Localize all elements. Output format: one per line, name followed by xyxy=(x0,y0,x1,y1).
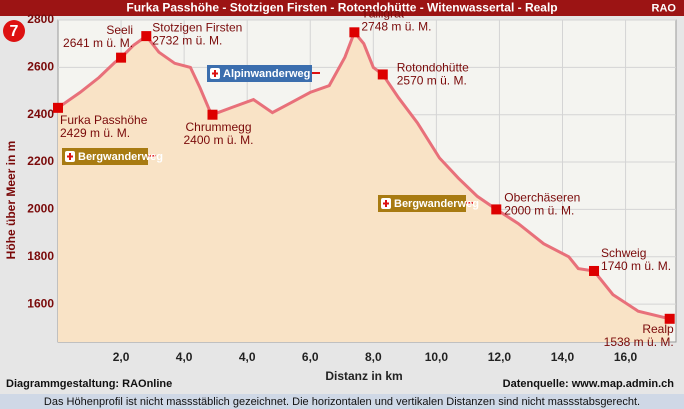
x-tick-label: 10,0 xyxy=(425,350,449,364)
sign-cross xyxy=(67,153,73,160)
credit-left: Diagrammgestaltung: RAOnline xyxy=(6,378,172,390)
waypoint-elevation: 1538 m ü. M. xyxy=(604,335,674,349)
x-axis-label: Distanz in km xyxy=(325,369,402,383)
waypoint-marker xyxy=(53,102,63,113)
waypoint-marker xyxy=(589,265,600,276)
x-tick-label: 4,0 xyxy=(239,350,256,364)
waypoint-marker xyxy=(207,109,218,120)
route-sign-text: Bergwanderweg xyxy=(78,151,163,163)
x-tick-label: 2,0 xyxy=(113,350,130,364)
route-badge xyxy=(3,20,25,42)
waypoint-elevation: 2570 m ü. M. xyxy=(397,74,467,88)
y-tick-label: 2800 xyxy=(27,12,54,26)
waypoint-marker xyxy=(349,27,360,38)
waypoint-marker xyxy=(491,204,502,215)
waypoint-marker xyxy=(377,69,388,80)
waypoint-name: Realp xyxy=(642,322,674,336)
waypoint-elevation: 2000 m ü. M. xyxy=(504,204,574,218)
waypoint-name: Schweig xyxy=(601,246,646,260)
waypoint-name: Furka Passhöhe xyxy=(60,113,148,127)
route-sign xyxy=(378,195,466,212)
x-tick-label: 12,0 xyxy=(488,350,512,364)
waypoint-name: Stotzigen Firsten xyxy=(152,20,242,34)
waypoint-elevation: 2429 m ü. M. xyxy=(60,126,130,140)
waypoint-marker xyxy=(664,313,675,324)
waypoint-name: Tälligrat xyxy=(361,6,404,20)
y-tick-label: 2000 xyxy=(27,202,54,216)
x-tick-label: 6,0 xyxy=(302,350,319,364)
route-sign-text: Bergwanderweg xyxy=(394,198,479,210)
y-tick-label: 1600 xyxy=(27,296,54,310)
waypoint-marker xyxy=(116,52,127,63)
title-bar xyxy=(0,0,684,16)
waypoint-elevation: 2400 m ü. M. xyxy=(183,133,253,147)
brand: RAO xyxy=(652,2,677,14)
y-tick-label: 2400 xyxy=(27,107,54,121)
waypoint-name: Rotondohütte xyxy=(397,61,469,75)
waypoint-name: Oberchäseren xyxy=(504,191,580,205)
route-sign xyxy=(62,148,148,165)
sign-cross xyxy=(383,200,389,207)
route-sign-text: Alpinwanderweg xyxy=(223,68,310,80)
waypoint-elevation: 2732 m ü. M. xyxy=(152,33,222,47)
route-sign xyxy=(207,65,312,82)
route-number: 7 xyxy=(10,23,19,40)
profile-area xyxy=(58,32,670,343)
waypoint-name: Seeli xyxy=(106,23,133,37)
x-tick-label: 4,0 xyxy=(176,350,193,364)
x-tick-label: 16,0 xyxy=(614,350,638,364)
waypoint-elevation: 2641 m ü. M. xyxy=(63,36,133,50)
y-tick-label: 1800 xyxy=(27,249,54,263)
waypoint-marker xyxy=(141,31,152,42)
footnote: Das Höhenprofil ist nicht massstäblich g… xyxy=(44,396,640,408)
y-axis-label: Höhe über Meer in m xyxy=(4,141,18,260)
waypoint-elevation: 2748 m ü. M. xyxy=(361,19,431,33)
y-tick-label: 2600 xyxy=(27,60,54,74)
credit-right: Datenquelle: www.map.admin.ch xyxy=(503,378,675,390)
chart-title: Furka Passhöhe - Stotzigen Firsten - Rot… xyxy=(126,1,557,15)
waypoint-elevation: 1740 m ü. M. xyxy=(601,259,671,273)
plot: 1600 1800 2000 2200 2400 2600 2800 2,0 4,0 4,0 6,0… xyxy=(27,6,676,364)
waypoint-name: Chrummegg xyxy=(185,120,251,134)
x-tick-label: 8,0 xyxy=(365,350,382,364)
y-tick-label: 2200 xyxy=(27,154,54,168)
x-tick-label: 14,0 xyxy=(551,350,575,364)
footnote-bar xyxy=(0,394,684,409)
sign-cross xyxy=(212,70,218,77)
